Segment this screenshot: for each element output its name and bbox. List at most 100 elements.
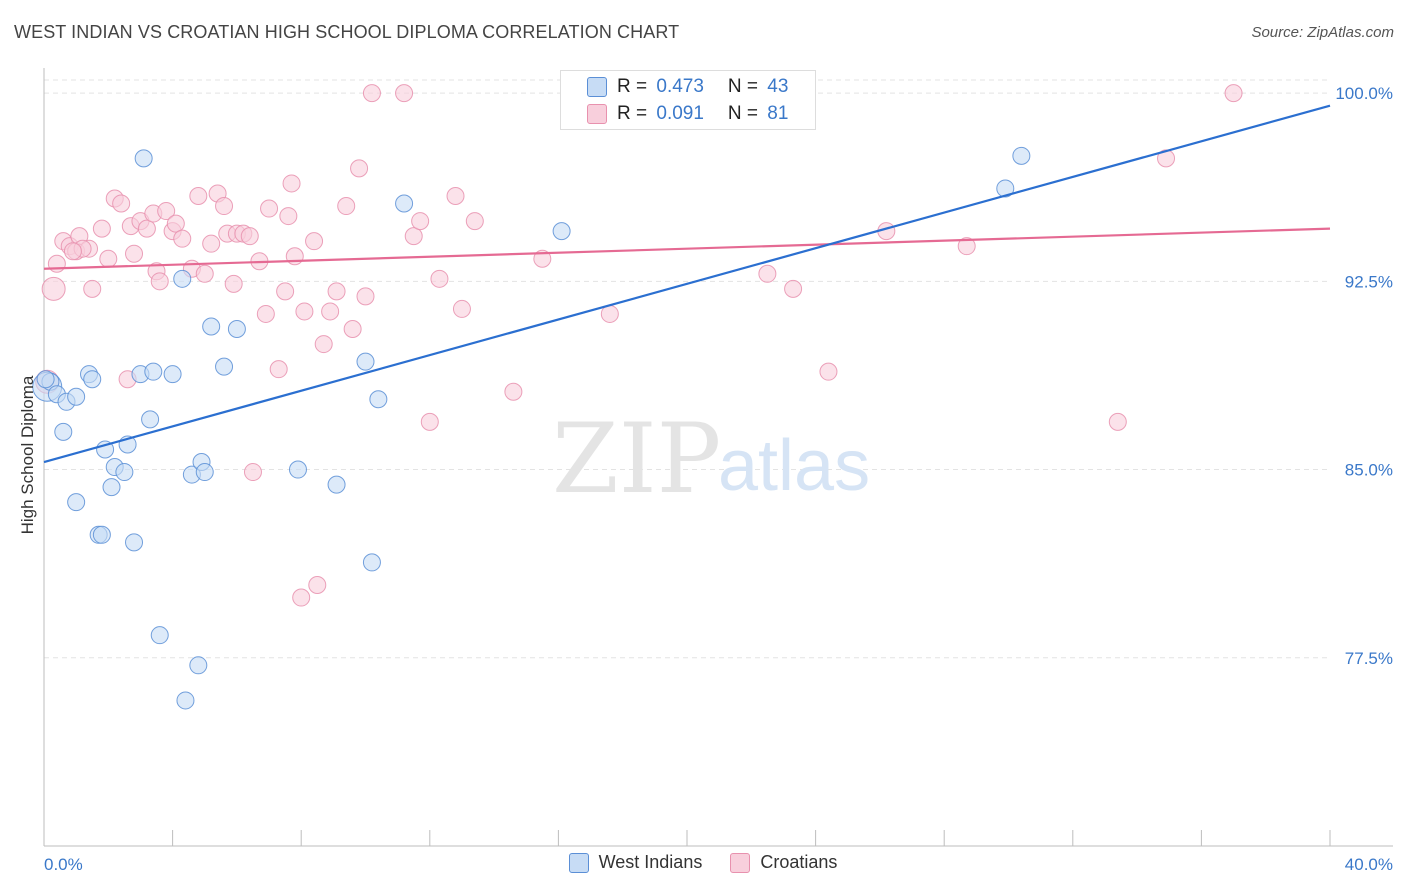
source-label: Source: ZipAtlas.com xyxy=(1251,24,1394,41)
croatian-point xyxy=(202,234,221,253)
axes-layer: 77.5% 85.0% 92.5% 100.0% 0.0% 40.0% xyxy=(43,68,1393,874)
legend-n-label: N = xyxy=(727,76,764,97)
west-indian-point xyxy=(36,370,55,389)
croatian-point xyxy=(83,279,102,298)
west-indian-point xyxy=(195,463,214,482)
croatian-point xyxy=(224,274,243,293)
west-indian-point xyxy=(202,317,221,336)
croatian-point xyxy=(112,194,131,213)
croatian-point xyxy=(362,84,381,103)
croatian-point xyxy=(243,463,262,482)
croatian-point xyxy=(337,197,356,216)
croatian-point xyxy=(343,320,362,339)
croatian-point xyxy=(404,227,423,246)
west-indian-point xyxy=(115,463,134,482)
croatian-point xyxy=(1157,149,1176,168)
west-indian-point xyxy=(150,626,169,645)
west-indian-point xyxy=(83,370,102,389)
trend-layer xyxy=(43,104,1331,464)
croatian-point xyxy=(533,249,552,268)
west-indian-point xyxy=(996,179,1015,198)
series-label-west-indians: West Indians xyxy=(598,852,703,872)
croatian-point xyxy=(1224,84,1243,103)
croatian-point xyxy=(150,272,169,291)
croatian-point xyxy=(276,282,295,301)
croatian-point xyxy=(99,249,118,268)
legend-n-label: N = xyxy=(727,103,764,124)
west-indian-point xyxy=(227,320,246,339)
west-indian-point xyxy=(288,460,307,479)
y-tick-label: 100.0% xyxy=(1335,84,1393,103)
west-indian-point xyxy=(327,475,346,494)
series-swatch-croatians xyxy=(730,852,751,873)
croatian-point xyxy=(957,237,976,256)
croatian-point xyxy=(295,302,314,321)
croatian-point xyxy=(240,227,259,246)
croatian-point xyxy=(260,199,279,218)
legend-n-value: 43 xyxy=(767,76,789,97)
series-label-croatians: Croatians xyxy=(760,852,838,872)
west-indian-point xyxy=(552,222,571,241)
series-swatch-west-indians xyxy=(568,852,589,873)
legend-r-label: R = xyxy=(617,76,653,97)
croatian-point xyxy=(411,212,430,231)
legend-swatch-croatians xyxy=(587,104,607,124)
croatian-point xyxy=(41,276,66,301)
watermark-atlas: atlas xyxy=(718,426,870,506)
croatian-point xyxy=(314,335,333,354)
croatian-point xyxy=(430,269,449,288)
croatian-point xyxy=(327,282,346,301)
legend-r-value: 0.091 xyxy=(656,103,704,124)
west-indian-point xyxy=(141,410,160,429)
west-indian-point xyxy=(134,149,153,168)
croatian-point xyxy=(452,299,471,318)
series-legend-west-indians: West Indians xyxy=(568,852,703,873)
points-layer xyxy=(32,84,1243,710)
west-indian-point xyxy=(144,362,163,381)
west-indian-point xyxy=(92,525,111,544)
series-legend: West Indians Croatians xyxy=(0,852,1406,873)
west-indian-point xyxy=(189,656,208,675)
grid-layer xyxy=(44,79,1330,659)
croatian-point xyxy=(1108,412,1127,431)
croatian-point xyxy=(125,244,144,263)
stats-legend: R = 0.473 N = 43 R = 0.091 N = 81 xyxy=(560,70,816,130)
west-indian-point xyxy=(67,387,86,406)
croatian-point xyxy=(356,287,375,306)
legend-row-croatians: R = 0.091 N = 81 xyxy=(587,103,788,125)
croatian-point xyxy=(189,186,208,205)
y-tick-label: 77.5% xyxy=(1345,649,1393,668)
croatian-point xyxy=(321,302,340,321)
croatian-point xyxy=(173,229,192,248)
watermark-zip: ZIP xyxy=(552,403,721,515)
croatian-trend-line xyxy=(43,227,1331,270)
legend-row-west-indians: R = 0.473 N = 43 xyxy=(587,76,788,98)
croatian-point xyxy=(819,362,838,381)
croatian-point xyxy=(292,588,311,607)
x-tick-label: 40.0% xyxy=(1345,855,1393,874)
croatian-point xyxy=(282,174,301,193)
croatian-point xyxy=(784,279,803,298)
croatian-point xyxy=(215,197,234,216)
chart-title: WEST INDIAN VS CROATIAN HIGH SCHOOL DIPL… xyxy=(14,22,680,42)
croatian-point xyxy=(157,202,176,221)
croatian-point xyxy=(256,304,275,323)
croatian-point xyxy=(446,186,465,205)
west-indian-point xyxy=(54,422,73,441)
croatian-point xyxy=(308,575,327,594)
croatian-point xyxy=(758,264,777,283)
croatian-point xyxy=(279,207,298,226)
west-indian-point xyxy=(1012,146,1031,165)
croatian-point xyxy=(350,159,369,178)
west-indian-point xyxy=(369,390,388,409)
west-indian-point xyxy=(395,194,414,213)
croatian-point xyxy=(166,214,185,233)
legend-n-value: 81 xyxy=(767,103,789,124)
west-indian-point xyxy=(163,365,182,384)
west-indian-point xyxy=(215,357,234,376)
croatian-point xyxy=(395,84,414,103)
legend-r-label: R = xyxy=(617,103,653,124)
y-tick-label: 92.5% xyxy=(1345,272,1393,291)
west-indian-point xyxy=(67,493,86,512)
